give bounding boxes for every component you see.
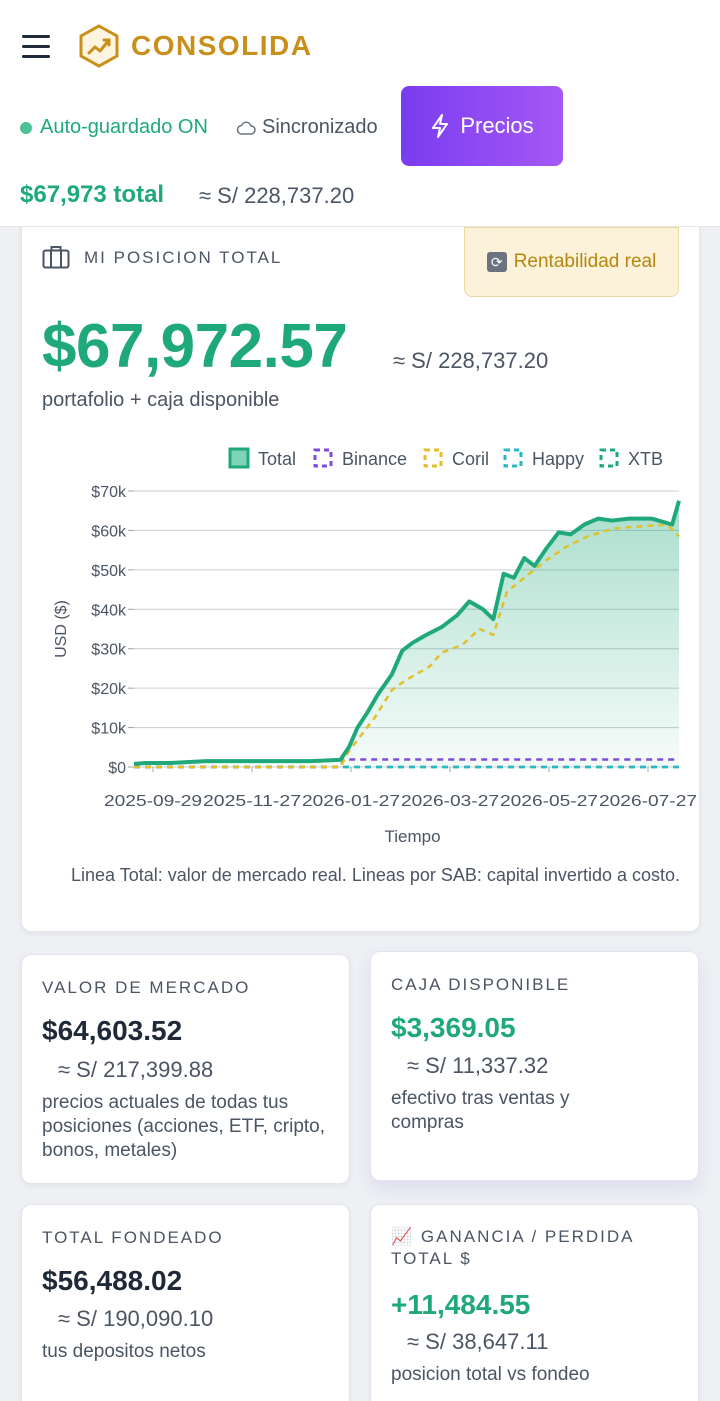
legend-swatch [228, 447, 250, 469]
position-card: MI POSICION TOTAL ⟳ Rentabilidad real $6… [21, 210, 700, 932]
position-value-pen: ≈ S/ 228,737.20 [393, 348, 549, 373]
precios-label: Precios [460, 113, 534, 138]
y-tick-label: $70k [91, 484, 127, 501]
x-tick-label: 2026-05-27 [500, 793, 598, 810]
y-tick-label: $0 [108, 760, 126, 777]
stat-card-cash: CAJA DISPONIBLE $3,369.05 ≈ S/ 11,337.32… [370, 951, 699, 1181]
series-coril-line [134, 523, 680, 769]
top-bar: CONSOLIDA Auto-guardado ON Sincronizado … [0, 0, 720, 226]
position-chart: $0 $10k $20k $30k $40k $50k $60k $70k USD ($) 202… [53, 447, 697, 846]
stat-description: efectivo tras ventas y compras [391, 1088, 570, 1133]
autosave-label: Auto-guardado ON [40, 116, 208, 138]
sync-status: Sincronizado [236, 116, 378, 139]
stat-value: $3,369.05 [391, 1012, 516, 1043]
y-tick-label: $30k [91, 642, 127, 659]
legend-swatch [313, 448, 333, 468]
precios-button[interactable]: Precios [401, 86, 563, 166]
status-dot-icon [20, 121, 32, 134]
cloud-icon [236, 121, 256, 135]
position-subtitle: portafolio + caja disponible [42, 389, 280, 411]
y-tick-label: $50k [91, 563, 127, 580]
sync-label: Sincronizado [262, 116, 378, 138]
stat-value-pen: ≈ S/ 190,090.10 [58, 1306, 214, 1331]
stat-label: VALOR DE MERCADO [42, 978, 251, 997]
stat-value: $64,603.52 [42, 1015, 183, 1046]
legend-label: XTB [628, 449, 663, 469]
header-total: $67,973 total [20, 181, 165, 208]
stat-value: +11,484.55 [391, 1289, 531, 1320]
y-axis-label: USD ($) [53, 600, 70, 658]
stat-value-pen: ≈ S/ 38,647.11 [407, 1329, 549, 1354]
series-total-line [133, 500, 681, 766]
autosave-status: Auto-guardado ON [20, 116, 208, 139]
stat-card-market-value: VALOR DE MERCADO $64,603.52 ≈ S/ 217,399… [21, 954, 350, 1184]
lightning-icon [432, 114, 449, 138]
legend-label: Binance [342, 449, 407, 469]
y-tick-label: $10k [91, 721, 127, 738]
x-tick-label: 2025-11-27 [203, 793, 301, 810]
y-tick-label: $40k [91, 602, 127, 619]
total-area [134, 500, 679, 767]
logo-icon [79, 24, 119, 68]
header-total-pen: ≈ S/ 228,737.20 [199, 183, 355, 208]
x-tick-label: 2026-07-27 [599, 793, 697, 810]
position-title: MI POSICION TOTAL [84, 248, 283, 267]
briefcase-icon [42, 246, 70, 269]
legend-label: Happy [532, 449, 584, 469]
legend-swatch [503, 448, 523, 468]
x-tick-label: 2026-01-27 [302, 793, 400, 810]
stat-description: tus depositos netos [42, 1341, 206, 1362]
rentabilidad-label: Rentabilidad real [513, 251, 657, 272]
y-tick-label: $20k [91, 681, 127, 698]
stat-card-profit: 📈 GANANCIA / PERDIDA TOTAL $ +11,484.55 … [370, 1204, 699, 1401]
stat-label: TOTAL FONDEADO [42, 1228, 224, 1247]
x-tick-label: 2026-03-27 [401, 793, 499, 810]
refresh-icon: ⟳ [486, 252, 507, 272]
legend-swatch [423, 448, 443, 468]
brand-name: CONSOLIDA [131, 30, 313, 61]
stat-description: precios actuales de todas tus posiciones… [42, 1092, 326, 1161]
legend-swatch [599, 448, 619, 468]
menu-icon[interactable] [22, 33, 50, 59]
stat-value-pen: ≈ S/ 11,337.32 [407, 1053, 549, 1078]
stat-value-pen: ≈ S/ 217,399.88 [58, 1057, 214, 1082]
legend-label: Coril [452, 449, 489, 469]
x-axis-label: Tiempo [384, 827, 440, 846]
rentabilidad-button[interactable]: ⟳ Rentabilidad real [464, 227, 679, 297]
stat-label: CAJA DISPONIBLE [391, 975, 571, 994]
legend-label: Total [258, 449, 296, 469]
stat-label: 📈 GANANCIA / PERDIDA TOTAL $ [391, 1227, 634, 1268]
x-tick-label: 2025-09-29 [104, 793, 202, 810]
stat-card-funded: TOTAL FONDEADO $56,488.02 ≈ S/ 190,090.1… [21, 1204, 350, 1401]
stat-value: $56,488.02 [42, 1265, 183, 1296]
y-tick-label: $60k [91, 523, 127, 540]
stat-description: posicion total vs fondeo [391, 1364, 590, 1385]
chart-note: Linea Total: valor de mercado real. Line… [70, 865, 680, 885]
position-value: $67,972.57 [42, 312, 348, 381]
